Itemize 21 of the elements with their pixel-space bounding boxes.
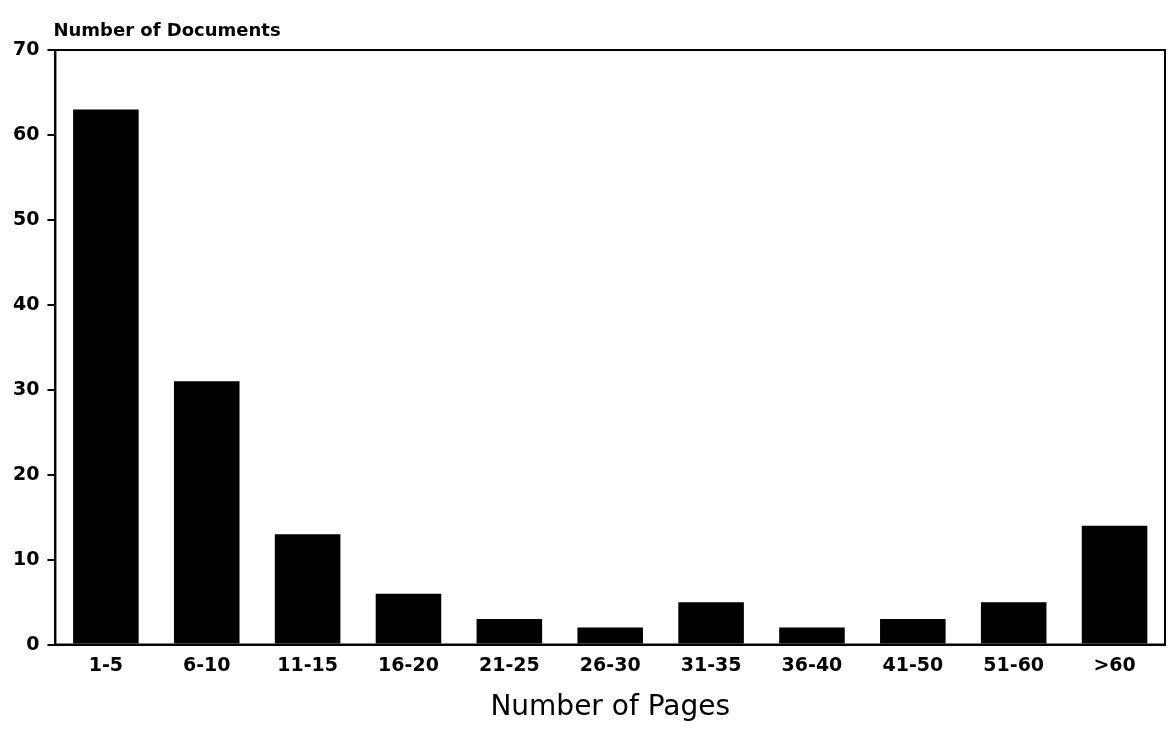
x-tick-label: 1-5 [88, 652, 124, 675]
x-tick-label: 31-35 [680, 652, 742, 675]
y-tick-label: 50 [12, 206, 40, 229]
y-tick-label: 60 [12, 121, 40, 144]
x-tick-label: >60 [1093, 652, 1136, 675]
x-tick-label: 11-15 [277, 652, 338, 675]
y-axis-title: Number of Documents [53, 18, 281, 40]
x-tick-label: 26-30 [579, 652, 641, 675]
y-tick-label: 10 [12, 546, 40, 569]
y-tick-label: 70 [12, 36, 40, 59]
x-axis-title: Number of Pages [490, 689, 731, 723]
x-tick-label: 21-25 [478, 652, 540, 675]
y-tick-label: 20 [12, 461, 40, 484]
x-tick-label: 41-50 [882, 652, 944, 675]
x-tick-label: 51-60 [983, 652, 1045, 675]
y-tick-label: 30 [12, 376, 40, 399]
x-tick-label: 16-20 [378, 652, 439, 675]
x-tick-label: 36-40 [781, 652, 843, 675]
y-tick-label: 0 [26, 631, 40, 654]
y-tick-label: 40 [12, 291, 40, 314]
x-tick-label: 6-10 [182, 652, 231, 675]
